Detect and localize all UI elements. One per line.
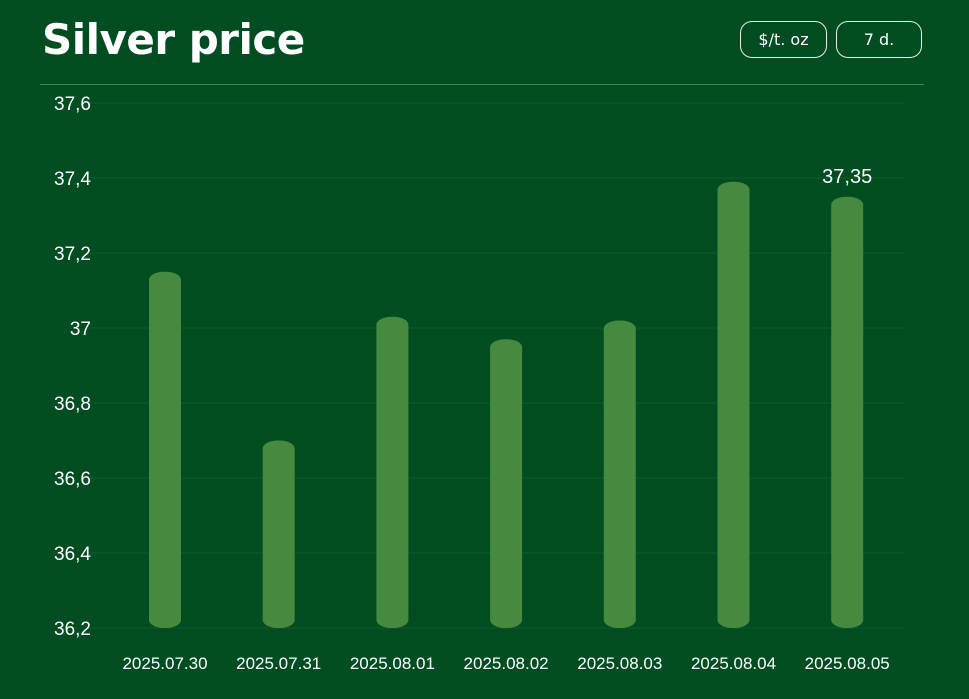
- unit-selector-button[interactable]: $/t. oz: [740, 21, 827, 58]
- y-tick-label: 36,4: [54, 544, 91, 565]
- bar: [376, 316, 409, 628]
- bar: [717, 181, 750, 628]
- y-tick-label: 37,4: [54, 169, 91, 190]
- time-range-button[interactable]: 7 d.: [836, 21, 922, 58]
- data-label: 37,35: [822, 166, 872, 188]
- x-tick-label: 2025.08.05: [805, 654, 890, 673]
- x-tick-label: 2025.07.30: [122, 654, 207, 673]
- y-tick-label: 37,6: [54, 94, 91, 115]
- header-divider: [40, 84, 924, 85]
- y-tick-label: 37,2: [54, 244, 91, 265]
- x-tick-label: 2025.08.03: [577, 654, 662, 673]
- x-tick-label: 2025.08.01: [350, 654, 435, 673]
- y-tick-label: 36,8: [54, 394, 91, 415]
- y-axis-tick-labels: 36,2 36,4 36,6 36,8 37 37,2 37,4 37,6: [54, 94, 91, 640]
- y-tick-label: 36,6: [54, 469, 91, 490]
- y-tick-label: 37: [70, 319, 91, 340]
- bars: [149, 181, 864, 628]
- bar: [603, 320, 636, 628]
- data-labels: 37,35: [822, 166, 872, 188]
- bar: [831, 196, 864, 628]
- x-tick-label: 2025.08.04: [691, 654, 776, 673]
- x-tick-label: 2025.08.02: [464, 654, 549, 673]
- page-title: Silver price: [42, 15, 305, 64]
- x-axis-tick-labels: 2025.07.30 2025.07.31 2025.08.01 2025.08.02…: [122, 654, 889, 673]
- x-tick-label: 2025.07.31: [236, 654, 321, 673]
- bar: [149, 271, 181, 628]
- bar: [490, 339, 523, 628]
- bar: [262, 440, 295, 628]
- y-tick-label: 36,2: [54, 619, 91, 640]
